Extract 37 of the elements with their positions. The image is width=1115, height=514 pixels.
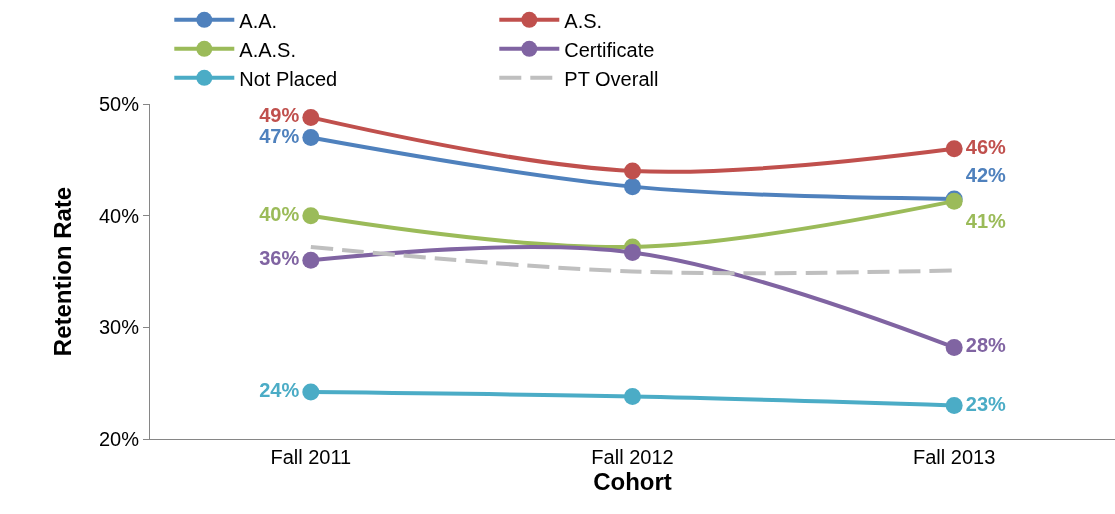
legend-label: PT Overall (564, 67, 659, 90)
legend-label: A.A.S. (239, 38, 296, 61)
data-label: 49% (259, 104, 300, 127)
legend-label: A.S. (564, 9, 603, 32)
data-label: 47% (259, 124, 300, 147)
x-tick-label: Fall 2012 (591, 446, 674, 468)
legend-label: Certificate (564, 38, 655, 61)
legend-label: A.A. (239, 9, 278, 32)
x-tick-label: Fall 2011 (270, 446, 352, 468)
point (302, 129, 320, 146)
y-tick-label: 40% (98, 204, 140, 227)
point (624, 178, 641, 196)
data-label: 28% (965, 334, 1007, 357)
data-label: 36% (259, 247, 300, 270)
data-label: 40% (259, 202, 300, 225)
point (302, 383, 320, 401)
point (624, 244, 641, 262)
point (624, 162, 641, 180)
y-tick-label: 50% (98, 93, 140, 115)
point (945, 397, 963, 414)
y-tick-label: 20% (98, 428, 140, 450)
data-label: 41% (965, 209, 1007, 232)
data-label: 46% (965, 135, 1007, 158)
point (302, 251, 320, 269)
y-tick-label: 30% (98, 316, 140, 339)
data-label: 23% (965, 392, 1007, 415)
point (302, 108, 320, 126)
point (302, 207, 320, 225)
x-tick-label: Fall 2013 (913, 446, 996, 468)
point (945, 140, 963, 158)
legend-label: Not Placed (239, 67, 338, 90)
data-label: 24% (259, 379, 300, 402)
data-label: 42% (965, 164, 1007, 187)
x-axis-title: Cohort (593, 468, 672, 495)
point (624, 388, 641, 406)
point (945, 338, 963, 356)
y-axis-title: Retention Rate (49, 186, 77, 357)
